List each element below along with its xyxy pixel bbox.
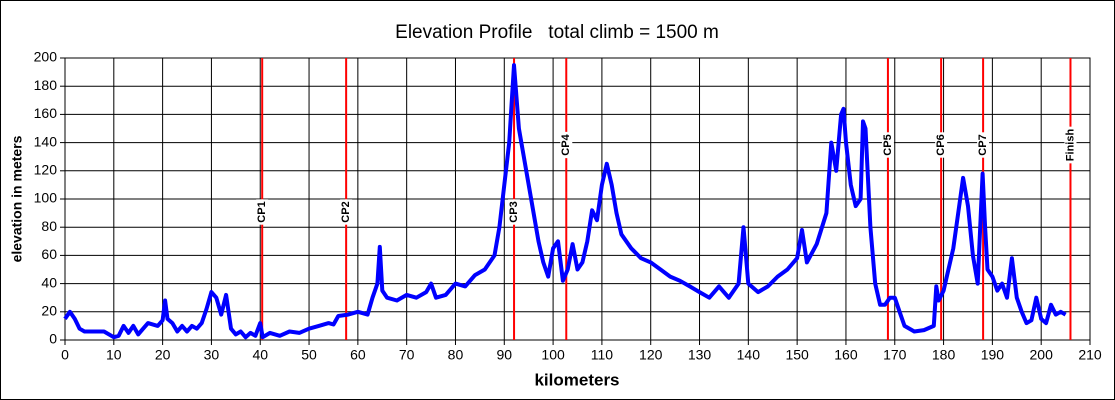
x-tick-label: 130 [688, 347, 712, 363]
checkpoint-label-bg [340, 199, 353, 225]
checkpoint-label-bg [881, 132, 894, 158]
checkpoint-label: CP6 [935, 134, 947, 155]
checkpoint-label-bg [1064, 126, 1077, 164]
x-tick-label: 0 [61, 347, 69, 363]
y-tick-label: 180 [34, 77, 58, 93]
x-tick-label: 170 [883, 347, 907, 363]
checkpoint-label: CP1 [256, 201, 268, 222]
checkpoint-label: CP2 [340, 201, 352, 222]
x-tick-label: 120 [639, 347, 663, 363]
elevation-line [63, 63, 1067, 340]
y-tick-label: 0 [49, 331, 57, 347]
y-tick-label: 140 [34, 133, 58, 149]
checkpoint-label: Finish [1064, 129, 1076, 162]
x-tick-label: 10 [106, 347, 122, 363]
chart-title: Elevation Profile total climb = 1500 m [395, 22, 719, 43]
checkpoint-label-bg [560, 131, 573, 159]
x-tick-label: 60 [350, 347, 366, 363]
x-tick-label: 50 [301, 347, 317, 363]
x-tick-label: 80 [448, 347, 464, 363]
x-tick-label: 190 [981, 347, 1005, 363]
checkpoint-label: CP5 [882, 134, 894, 155]
checkpoint-label: CP3 [508, 201, 520, 222]
x-tick-label: 200 [1030, 347, 1054, 363]
y-tick-label: 20 [41, 303, 57, 319]
x-tick-label: 90 [496, 347, 512, 363]
x-axis-label: kilometers [534, 370, 619, 389]
x-tick-label: 40 [252, 347, 268, 363]
y-tick-label: 160 [34, 105, 58, 121]
y-axis-label: elevation in meters [9, 135, 25, 262]
x-tick-label: 70 [399, 347, 415, 363]
checkpoint-label-bg [508, 199, 521, 225]
x-tick-label: 180 [932, 347, 956, 363]
y-tick-label: 80 [41, 218, 57, 234]
checkpoint-label-bg [935, 132, 948, 158]
x-tick-label: 140 [737, 347, 761, 363]
y-tick-label: 40 [41, 274, 57, 290]
checkpoint-label: CP4 [560, 133, 572, 155]
y-tick-label: 60 [41, 246, 57, 262]
y-tick-label: 100 [34, 190, 58, 206]
checkpoint-label-bg [977, 132, 990, 158]
x-tick-label: 30 [204, 347, 220, 363]
y-tick-label: 120 [34, 162, 58, 178]
x-tick-label: 150 [785, 347, 809, 363]
y-tick-label: 200 [34, 49, 58, 65]
x-tick-label: 210 [1078, 347, 1102, 363]
x-tick-label: 20 [155, 347, 171, 363]
x-tick-label: 110 [591, 347, 614, 363]
x-tick-label: 100 [541, 347, 565, 363]
x-tick-label: 160 [834, 347, 858, 363]
checkpoint-label: CP7 [977, 134, 989, 155]
checkpoint-label-bg [256, 199, 269, 225]
